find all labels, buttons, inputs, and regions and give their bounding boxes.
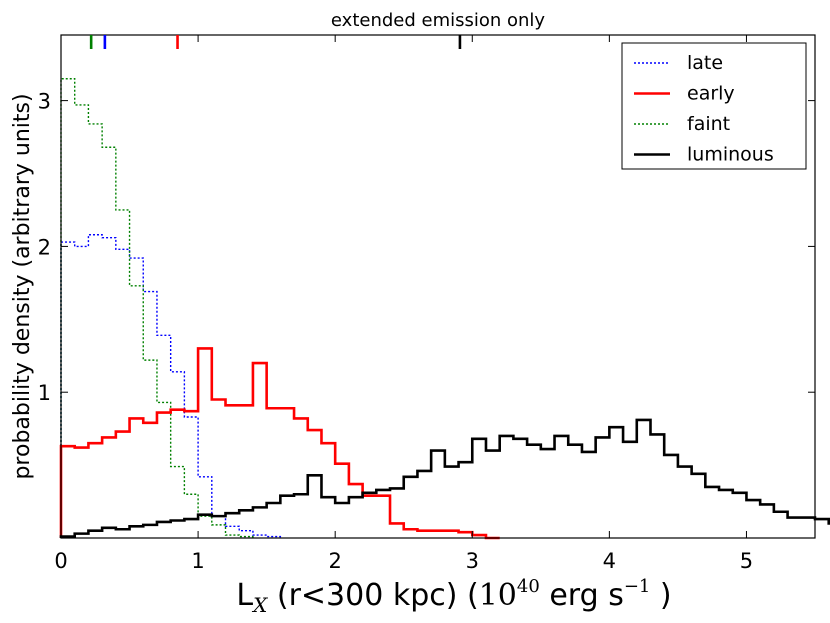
series-faint <box>60 78 254 538</box>
x-tick-label: 2 <box>328 549 341 573</box>
x-axis-label-erg: erg s <box>540 578 624 613</box>
series-late <box>60 234 282 538</box>
x-axis-label-erg-exp: −1 <box>624 576 651 597</box>
x-tick-label: 1 <box>191 549 204 573</box>
legend-label-late: late <box>687 52 723 74</box>
axes-layer <box>60 34 816 539</box>
legend-label-faint: faint <box>687 113 730 135</box>
x-axis-label-mid: (r<300 kpc) ( <box>267 578 478 613</box>
y-tick-label: 2 <box>38 235 51 259</box>
series-luminous <box>59 418 830 538</box>
y-tick-label: 3 <box>38 90 51 114</box>
ticks-layer: 0 1 2 3 4 5 1 2 3 <box>38 35 815 573</box>
x-axis-label-main: L <box>236 578 253 613</box>
y-axis-label: probability density (arbitrary units) <box>10 93 35 479</box>
chart-title: extended emission only <box>331 10 546 31</box>
axes-frame <box>60 34 816 539</box>
x-tick-label: 3 <box>466 549 479 573</box>
x-axis-label-close: ) <box>650 578 671 613</box>
series-layer <box>59 78 830 540</box>
legend-label-early: early <box>687 83 735 105</box>
y-tick-label: 1 <box>38 381 51 405</box>
legend: late early faint luminous <box>621 42 807 170</box>
median-markers <box>89 35 462 49</box>
x-tick-label: 4 <box>603 549 616 573</box>
x-tick-label: 0 <box>54 549 67 573</box>
x-axis-label-sub: X <box>251 593 268 617</box>
x-axis-label-exp: 40 <box>517 576 540 597</box>
x-tick-label: 5 <box>740 549 753 573</box>
series-early <box>59 347 500 540</box>
legend-label-luminous: luminous <box>687 144 774 166</box>
legend-box <box>621 42 807 170</box>
x-axis-label-base: 10 <box>479 578 517 613</box>
x-axis-label: LX (r<300 kpc) (1040 erg s−1 ) <box>236 576 671 617</box>
